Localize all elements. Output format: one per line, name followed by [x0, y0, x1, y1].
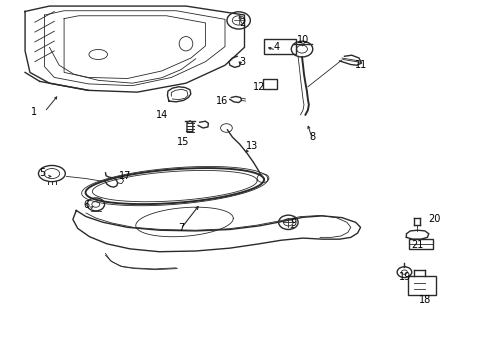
Text: 3: 3: [239, 57, 244, 67]
Text: 8: 8: [309, 132, 315, 142]
Text: 14: 14: [155, 111, 167, 121]
Text: 1: 1: [31, 107, 37, 117]
Text: 19: 19: [399, 272, 411, 282]
Text: 15: 15: [177, 138, 189, 147]
Text: 10: 10: [296, 35, 308, 45]
Text: 11: 11: [355, 60, 367, 70]
Text: 21: 21: [410, 239, 423, 249]
Text: 4: 4: [273, 42, 279, 52]
Text: 17: 17: [119, 171, 131, 181]
Text: 13: 13: [245, 141, 257, 151]
Text: 16: 16: [216, 96, 228, 106]
Text: 12: 12: [252, 82, 265, 92]
Text: 20: 20: [427, 215, 440, 224]
Text: 5: 5: [39, 168, 45, 178]
Text: 2: 2: [239, 18, 244, 28]
Text: 7: 7: [178, 224, 184, 233]
Text: 9: 9: [289, 218, 296, 228]
Text: 6: 6: [83, 200, 89, 210]
Text: 18: 18: [418, 295, 430, 305]
